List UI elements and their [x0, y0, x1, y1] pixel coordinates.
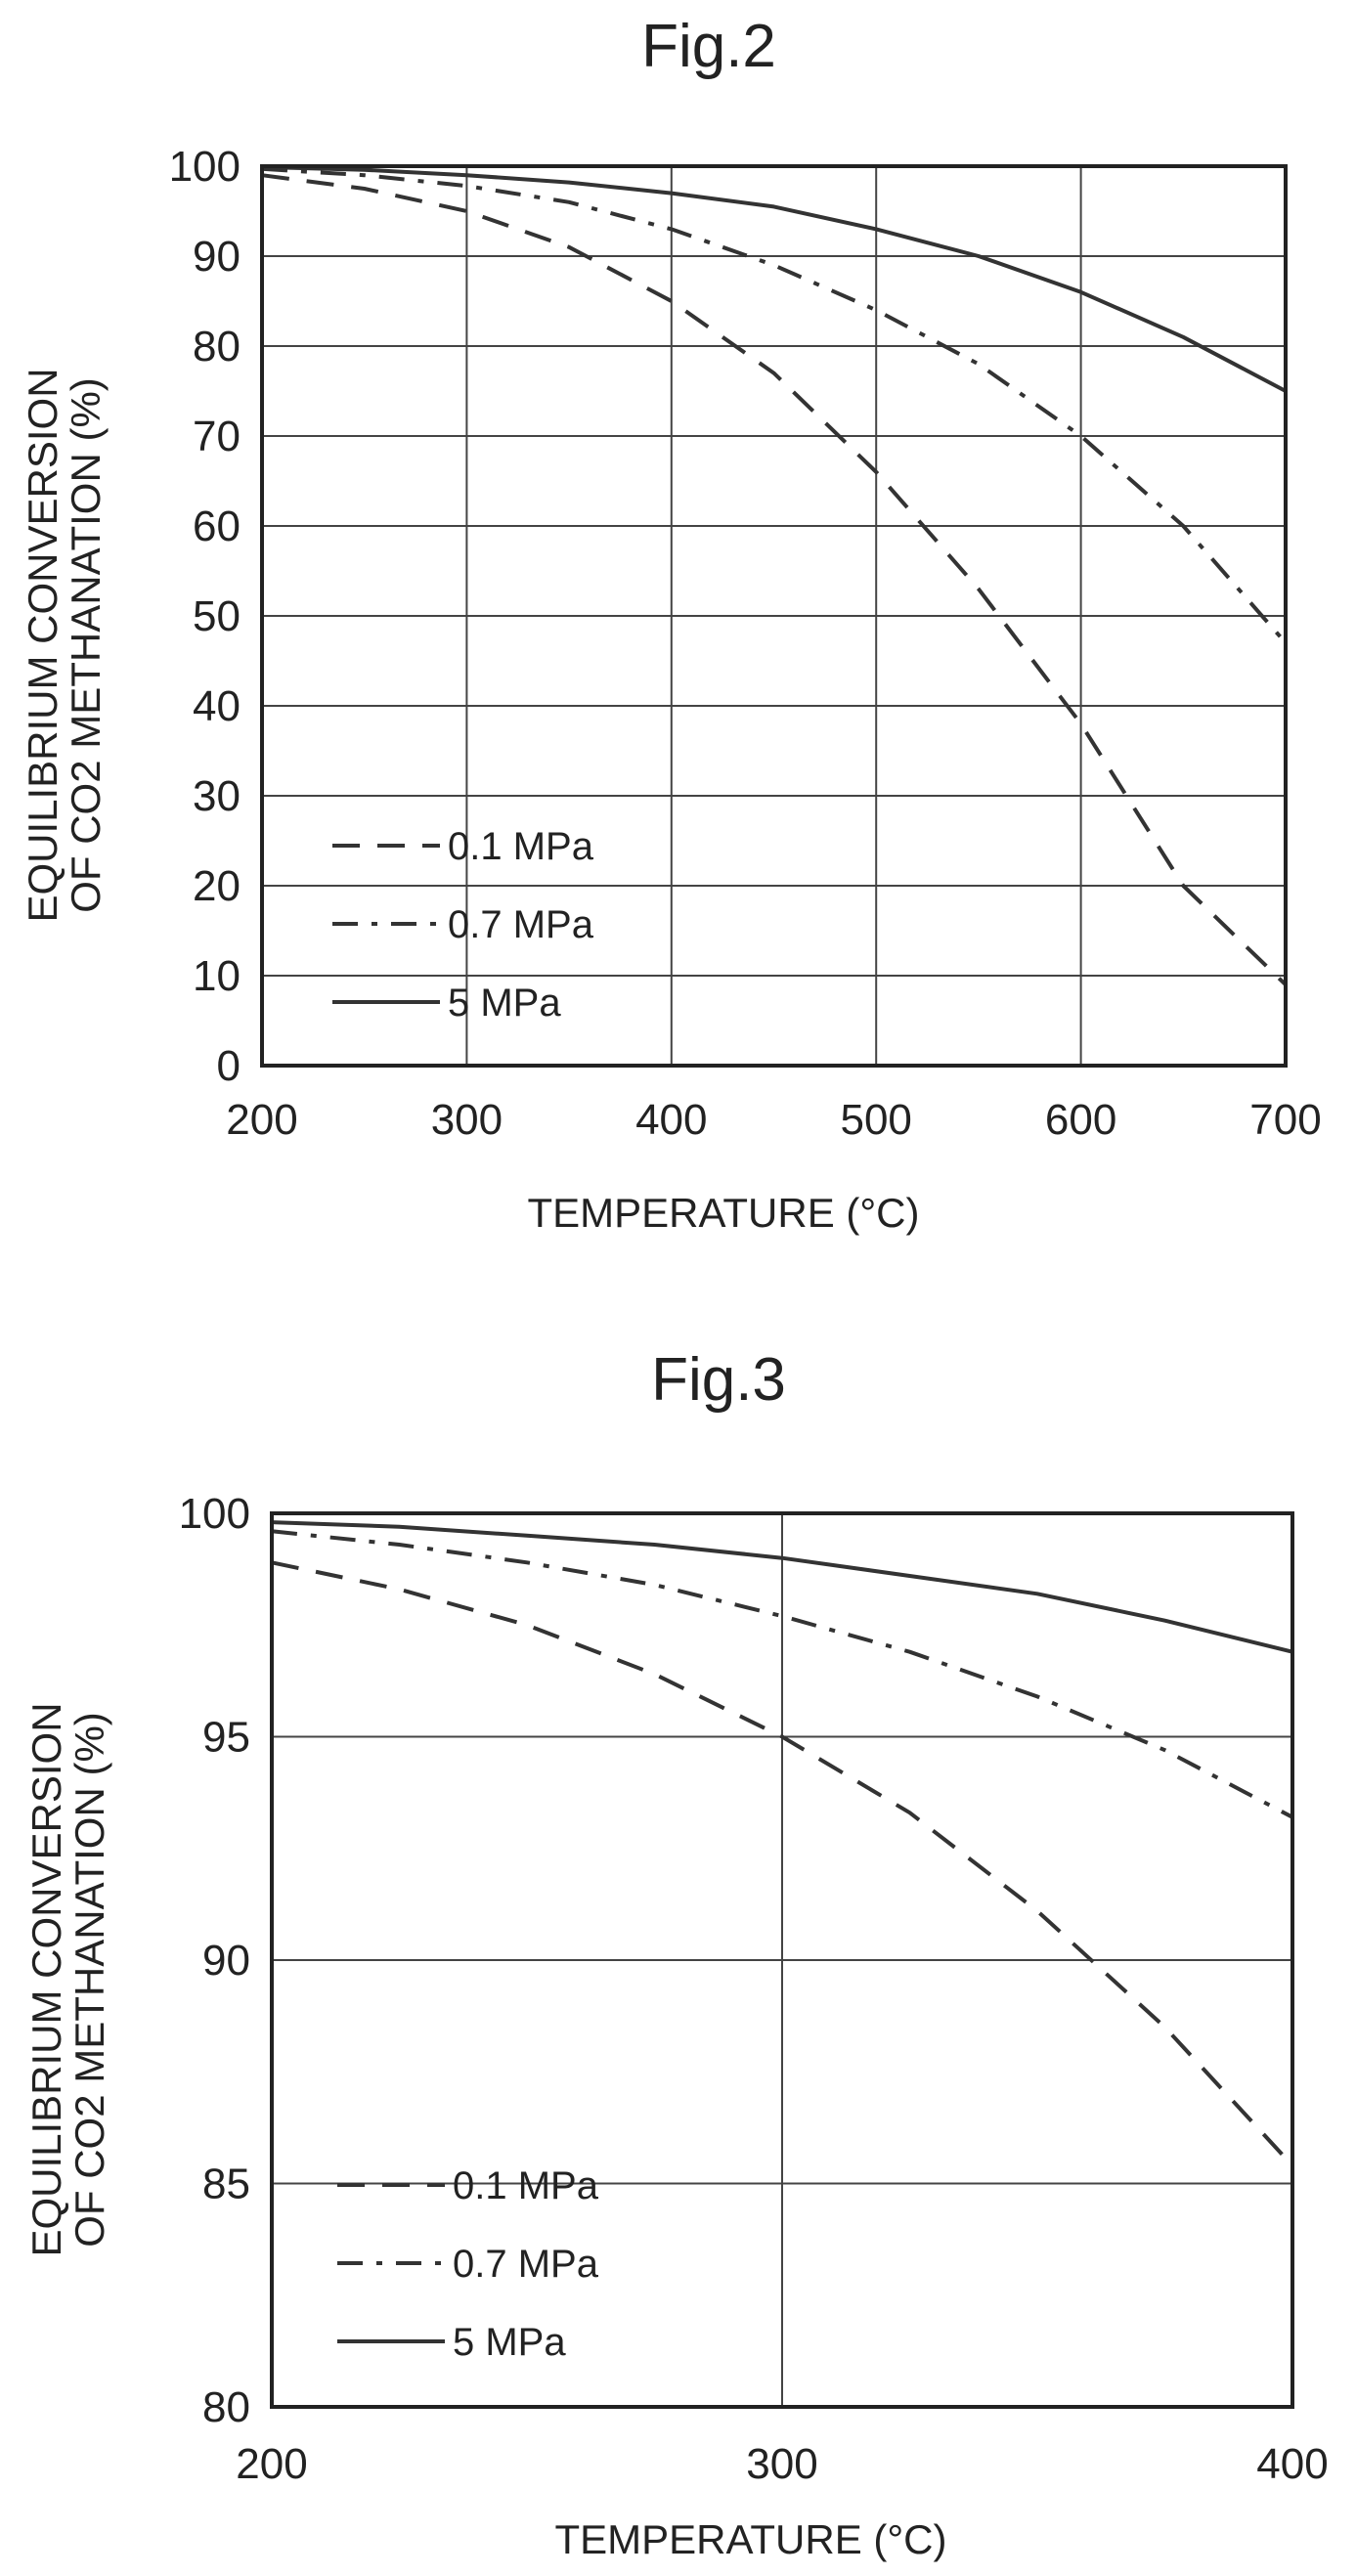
y-tick-label: 90: [193, 233, 241, 281]
x-tick-label: 400: [635, 1096, 707, 1144]
series-line: [271, 1520, 1293, 1654]
y-tick-label: 95: [202, 1714, 250, 1762]
y-tick-label: 100: [169, 143, 241, 191]
y-axis-label-line1: EQUILIBRIUM CONVERSION: [23, 1702, 69, 2256]
y-axis-label: EQUILIBRIUM CONVERSION OF CO2 METHANATIO…: [23, 1702, 112, 2256]
y-axis-label-line1: EQUILIBRIUM CONVERSION: [20, 368, 66, 922]
y-tick-label: 80: [202, 2383, 250, 2431]
y-tick-label: 60: [193, 502, 241, 550]
x-tick-label: 600: [1045, 1096, 1116, 1144]
y-tick-label: 90: [202, 1937, 250, 1985]
y-tick-labels: 0 10 20 30 40 50 60 70 80 90 100: [169, 143, 241, 1090]
chart-series-lines: [271, 1520, 1294, 2167]
y-tick-label: 0: [217, 1042, 241, 1090]
x-tick-label: 400: [1256, 2440, 1328, 2488]
plot-area-frame: [270, 1511, 1294, 2409]
chart-legend: 0.1 MPa 0.7 MPa 5 MPa: [337, 2164, 599, 2364]
x-tick-label: 200: [236, 2440, 307, 2488]
chart-title: Fig.3: [651, 1346, 786, 1414]
y-tick-label: 20: [193, 862, 241, 910]
legend-label: 0.7 MPa: [453, 2243, 599, 2286]
x-tick-label: 300: [431, 1096, 503, 1144]
legend-label: 5 MPa: [453, 2321, 566, 2364]
x-axis-label: TEMPERATURE (°C): [554, 2516, 946, 2562]
chart-fig2: Fig.2 200 300 400 500 600 700 0 10 20 30 40 50 60 70…: [20, 13, 1322, 1236]
y-tick-label: 70: [193, 413, 241, 460]
y-tick-label: 85: [202, 2161, 250, 2208]
chart-fig3: Fig.3 200 300 400 80 85 90 95 100 TEMPERATURE …: [23, 1346, 1329, 2562]
legend-label: 0.1 MPa: [448, 825, 594, 868]
chart-legend: 0.1 MPa 0.7 MPa 5 MPa: [332, 825, 594, 1025]
y-tick-label: 100: [179, 1490, 250, 1538]
y-tick-label: 30: [193, 772, 241, 820]
x-tick-label: 200: [226, 1096, 297, 1144]
legend-label: 5 MPa: [448, 982, 561, 1025]
chart-gridlines: [261, 165, 1287, 1067]
series-line: [261, 166, 1288, 644]
legend-label: 0.7 MPa: [448, 903, 594, 946]
series-line: [271, 1560, 1294, 2167]
plot-area-frame: [260, 164, 1288, 1068]
x-tick-labels: 200 300 400 500 600 700: [226, 1096, 1321, 1144]
y-axis-label: EQUILIBRIUM CONVERSION OF CO2 METHANATIO…: [20, 368, 109, 922]
y-tick-label: 80: [193, 323, 241, 371]
y-tick-label: 50: [193, 592, 241, 640]
series-line: [261, 173, 1288, 986]
x-tick-label: 500: [840, 1096, 911, 1144]
chart-gridlines: [271, 1512, 1293, 2408]
y-axis-label-line2: OF CO2 METHANATION (%): [63, 377, 109, 913]
y-tick-labels: 80 85 90 95 100: [179, 1490, 250, 2431]
y-axis-label-line2: OF CO2 METHANATION (%): [66, 1712, 112, 2248]
x-axis-label: TEMPERATURE (°C): [527, 1190, 919, 1236]
y-tick-label: 40: [193, 682, 241, 730]
y-tick-label: 10: [193, 952, 241, 1000]
chart-title: Fig.2: [641, 13, 776, 80]
legend-label: 0.1 MPa: [453, 2164, 599, 2207]
series-line: [261, 164, 1287, 393]
x-tick-label: 700: [1249, 1096, 1321, 1144]
chart-series-lines: [261, 164, 1288, 986]
x-tick-labels: 200 300 400: [236, 2440, 1328, 2488]
x-tick-label: 300: [746, 2440, 817, 2488]
